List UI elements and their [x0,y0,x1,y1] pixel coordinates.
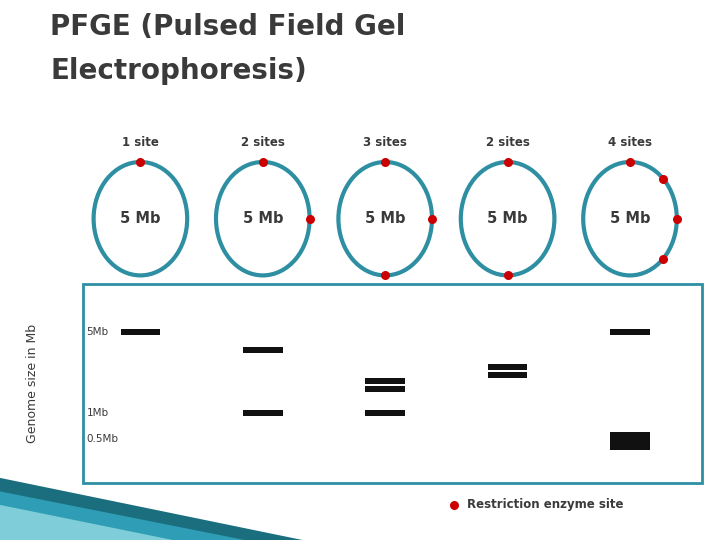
Bar [121,329,160,335]
Text: 2 sites: 2 sites [486,136,529,148]
Text: 4 sites: 4 sites [608,136,652,148]
Text: 3 sites: 3 sites [364,136,407,148]
Bar [611,438,650,444]
Bar [488,364,528,370]
Text: 5 Mb: 5 Mb [365,211,405,226]
Text: 5 Mb: 5 Mb [243,211,283,226]
Polygon shape [0,478,302,540]
FancyBboxPatch shape [83,284,702,483]
Text: 1Mb: 1Mb [86,408,109,418]
Bar [366,386,405,392]
Text: PFGE (Pulsed Field Gel: PFGE (Pulsed Field Gel [50,14,406,42]
Text: Electrophoresis): Electrophoresis) [50,57,307,85]
Text: 5 Mb: 5 Mb [610,211,650,226]
Bar [243,347,282,353]
Bar [611,444,650,450]
Text: 5 Mb: 5 Mb [487,211,528,226]
Bar [611,432,650,437]
Bar [243,410,282,416]
Text: 2 sites: 2 sites [241,136,284,148]
Text: 5 Mb: 5 Mb [120,211,161,226]
Text: 5Mb: 5Mb [86,327,109,337]
Bar [366,378,405,383]
Polygon shape [0,505,173,540]
Polygon shape [0,491,245,540]
Bar [488,373,528,378]
Text: Restriction enzyme site: Restriction enzyme site [467,498,623,511]
Text: Genome size in Mb: Genome size in Mb [26,324,39,443]
Bar [611,329,650,335]
Text: 0.5Mb: 0.5Mb [86,434,118,444]
Text: 1 site: 1 site [122,136,159,148]
Bar [366,410,405,416]
